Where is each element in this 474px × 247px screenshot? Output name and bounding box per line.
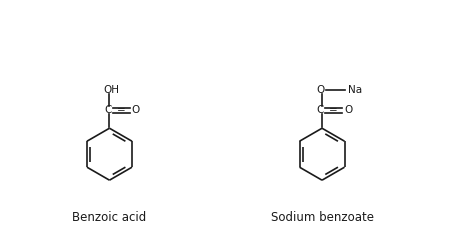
Text: O: O xyxy=(316,85,324,95)
Text: C: C xyxy=(317,105,324,115)
Text: Benzoic acid: Benzoic acid xyxy=(73,210,146,224)
Text: O: O xyxy=(132,105,140,115)
Text: Sodium benzoate: Sodium benzoate xyxy=(271,210,374,224)
Text: =: = xyxy=(329,105,338,115)
Text: =: = xyxy=(117,105,125,115)
Text: C: C xyxy=(104,105,111,115)
Text: OH: OH xyxy=(103,85,119,95)
Text: Na: Na xyxy=(348,85,362,95)
Text: O: O xyxy=(344,105,353,115)
